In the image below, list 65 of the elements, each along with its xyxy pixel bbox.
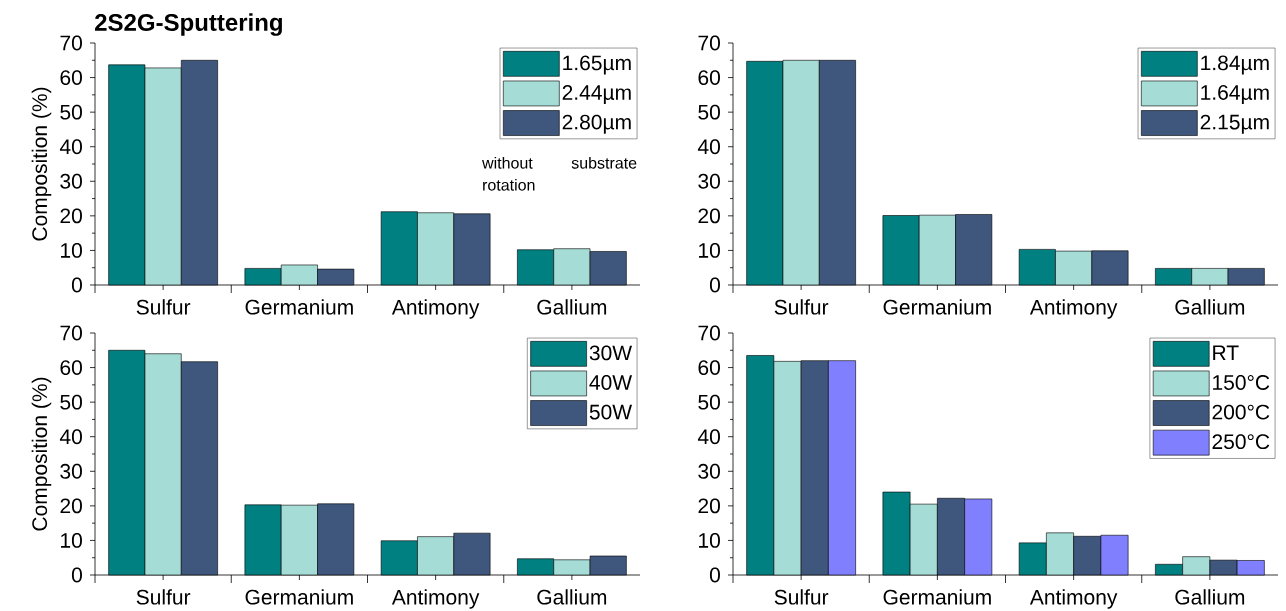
y-tick-label: 70 xyxy=(60,35,82,51)
y-tick-label: 70 xyxy=(60,325,82,341)
x-tick-label: Gallium xyxy=(1175,589,1245,605)
legend-label: 1.65µm xyxy=(563,55,631,75)
y-tick-label: 60 xyxy=(698,360,720,376)
x-tick-label: Germanium xyxy=(245,299,353,315)
chart-title: 2S2G-Sputtering xyxy=(95,13,282,36)
x-tick-label: Germanium xyxy=(883,299,991,315)
y-tick-label: 30 xyxy=(60,463,82,479)
y-tick-label: 60 xyxy=(60,70,82,85)
x-tick-label: Germanium xyxy=(883,589,991,605)
legend-label: 2.15µm xyxy=(1200,114,1269,134)
y-tick-label: 50 xyxy=(60,104,82,120)
legend-label: 2.44µm xyxy=(562,85,631,105)
legend-label: 30W xyxy=(589,345,633,361)
annotation: without substrate rotation xyxy=(482,156,637,191)
legend-label: 50W xyxy=(589,404,633,420)
x-tick-label: Sulfur xyxy=(136,299,191,315)
legend-label: 1.84µm xyxy=(1201,55,1269,75)
y-axis-title: Composition (%) xyxy=(31,377,52,531)
x-tick-label: Sulfur xyxy=(774,299,829,315)
legend-label: 150°C xyxy=(1213,375,1270,390)
y-tick-label: 0 xyxy=(71,277,82,293)
x-tick-label: Gallium xyxy=(537,299,607,315)
y-axis-title: Composition (%) xyxy=(31,87,52,241)
y-tick-label: 40 xyxy=(59,429,82,445)
y-tick-label: 0 xyxy=(709,567,720,583)
legend-label: 200°C xyxy=(1212,404,1270,420)
y-tick-label: 20 xyxy=(698,498,720,514)
y-tick-label: 10 xyxy=(61,533,82,548)
y-tick-label: 20 xyxy=(60,208,82,224)
y-tick-label: 0 xyxy=(71,567,82,583)
x-tick-label: Sulfur xyxy=(774,589,829,605)
y-tick-label: 50 xyxy=(60,394,82,410)
y-tick-label: 30 xyxy=(698,463,720,479)
y-tick-label: 20 xyxy=(698,208,720,224)
y-tick-label: 60 xyxy=(60,360,82,376)
y-tick-label: 20 xyxy=(60,498,82,514)
x-tick-label: Gallium xyxy=(537,589,607,605)
y-tick-label: 10 xyxy=(699,243,720,258)
x-tick-label: Germanium xyxy=(245,589,353,605)
legend-label: 2.80µm xyxy=(562,114,631,134)
legend-label: 250°C xyxy=(1212,434,1270,450)
y-tick-label: 50 xyxy=(698,104,720,120)
x-tick-label: Sulfur xyxy=(136,589,191,605)
y-tick-label: 40 xyxy=(697,139,720,155)
y-tick-label: 60 xyxy=(698,70,720,85)
legend-label: RT xyxy=(1213,345,1239,360)
y-tick-label: 10 xyxy=(61,243,82,258)
y-tick-label: 40 xyxy=(59,139,82,155)
x-tick-label: Antimony xyxy=(1029,299,1118,319)
y-tick-label: 30 xyxy=(698,173,720,189)
x-tick-label: Antimony xyxy=(1029,589,1118,609)
y-tick-label: 0 xyxy=(709,277,720,293)
y-tick-label: 40 xyxy=(697,429,720,445)
x-tick-label: Antimony xyxy=(391,589,480,609)
y-tick-label: 70 xyxy=(698,325,720,341)
y-tick-label: 50 xyxy=(698,394,720,410)
legend-label: 40W xyxy=(589,375,633,390)
x-tick-label: Antimony xyxy=(391,299,480,319)
y-tick-label: 30 xyxy=(60,173,82,189)
y-tick-label: 10 xyxy=(699,533,720,548)
x-tick-label: Gallium xyxy=(1175,299,1245,315)
y-tick-label: 70 xyxy=(698,35,720,51)
legend-label: 1.64µm xyxy=(1201,85,1269,105)
